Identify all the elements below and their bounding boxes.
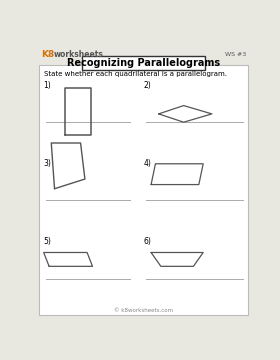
Text: Recognizing Parallelograms: Recognizing Parallelograms — [67, 58, 220, 68]
Text: WS #3: WS #3 — [225, 52, 247, 57]
FancyBboxPatch shape — [39, 66, 248, 315]
Text: 5): 5) — [44, 237, 52, 246]
Text: 6): 6) — [143, 237, 151, 246]
Text: © k8worksheets.com: © k8worksheets.com — [114, 308, 173, 312]
Text: worksheets: worksheets — [53, 50, 103, 59]
Text: 2): 2) — [143, 81, 151, 90]
FancyBboxPatch shape — [82, 56, 205, 70]
Text: K8: K8 — [41, 50, 55, 59]
Text: State whether each quadrilateral is a parallelogram.: State whether each quadrilateral is a pa… — [44, 72, 227, 77]
Text: 3): 3) — [44, 159, 52, 168]
Text: 4): 4) — [143, 159, 151, 168]
Text: 1): 1) — [44, 81, 52, 90]
